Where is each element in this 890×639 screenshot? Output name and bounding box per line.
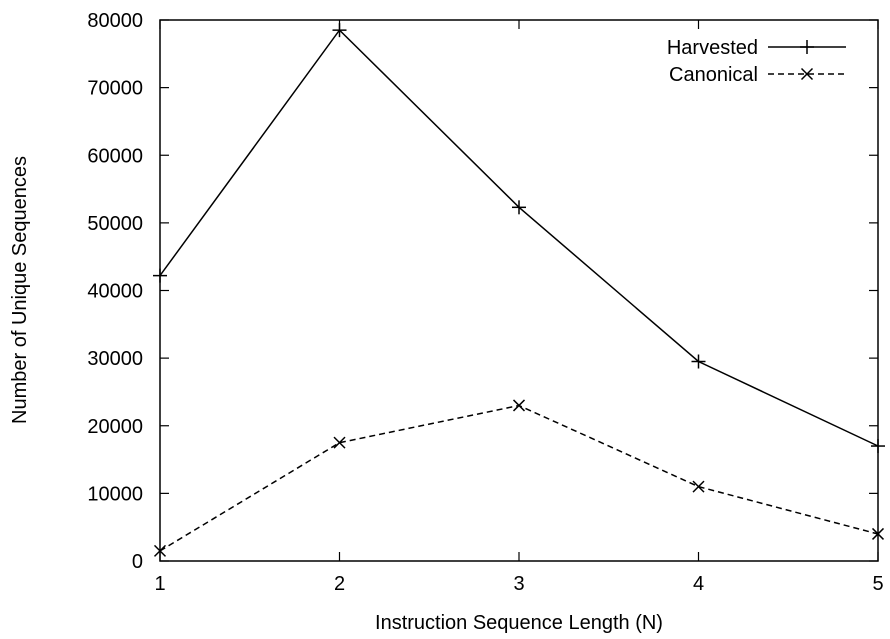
x-tick-label: 5 [872, 573, 883, 595]
series-harvested [153, 23, 885, 454]
x-axis-label: Instruction Sequence Length (N) [375, 612, 663, 634]
y-tick-label: 80000 [87, 10, 143, 32]
legend-entry: Canonical [669, 64, 846, 86]
marker-cross-b [800, 67, 814, 81]
marker-cross-b [692, 480, 705, 493]
y-tick-label: 70000 [87, 78, 143, 100]
legend: Harvested Canonical [667, 37, 846, 86]
data-point [332, 23, 347, 38]
y-axis-ticks: 0 10000 20000 30000 40000 50000 60000 70000 8000… [87, 10, 878, 573]
data-point [692, 480, 705, 493]
data-point [512, 200, 526, 215]
marker-cross-b [512, 399, 526, 412]
x-tick-label: 3 [513, 573, 524, 595]
series-canonical [153, 399, 885, 557]
data-point [333, 436, 346, 449]
data-point [153, 268, 167, 283]
x-tick-label: 1 [154, 573, 165, 595]
y-tick-label: 30000 [87, 348, 143, 370]
x-axis-ticks: 1 2 3 4 5 [154, 20, 884, 595]
y-tick-label: 60000 [87, 145, 143, 167]
marker-cross-b [871, 527, 885, 540]
y-tick-label: 0 [132, 551, 143, 573]
y-axis-label: Number of Unique Sequences [9, 156, 31, 424]
y-tick-label: 20000 [87, 416, 143, 438]
data-point [691, 354, 706, 369]
legend-label: Harvested [667, 37, 758, 59]
legend-label: Canonical [669, 64, 758, 86]
marker-cross-b [153, 544, 167, 557]
series-line [159, 404, 879, 552]
y-tick-label: 50000 [87, 213, 143, 235]
data-point [871, 439, 885, 454]
series-layer [153, 23, 885, 557]
series-line [159, 28, 879, 447]
x-tick-label: 2 [334, 573, 345, 595]
y-tick-label: 10000 [87, 483, 143, 505]
x-tick-label: 4 [693, 573, 704, 595]
data-point [512, 399, 526, 412]
y-tick-label: 40000 [87, 281, 143, 303]
plot-frame [159, 19, 879, 562]
legend-entry: Harvested [667, 37, 846, 59]
data-point [153, 544, 167, 557]
marker-cross-b [333, 436, 346, 449]
data-point [871, 527, 885, 540]
